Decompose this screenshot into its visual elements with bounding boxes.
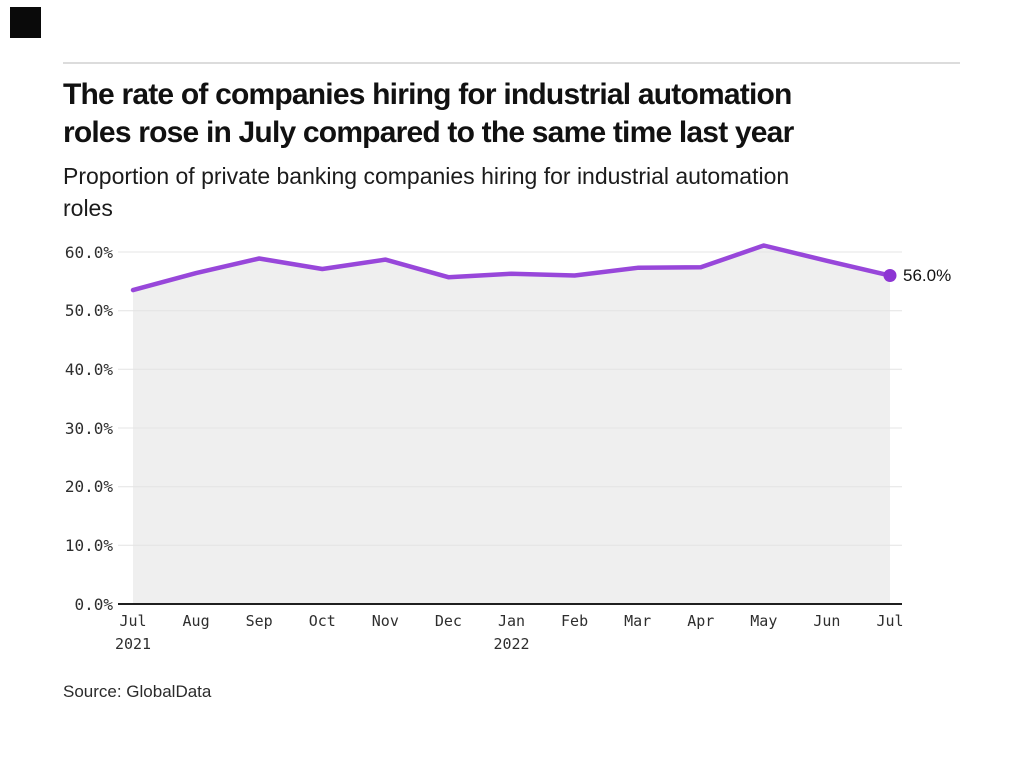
x-tick-label: Jan — [497, 612, 526, 630]
x-tick-label: Dec — [434, 612, 462, 630]
x-axis-line — [118, 603, 902, 605]
x-tick-label: Feb — [561, 612, 589, 630]
trend-line — [130, 243, 893, 293]
x-tick-label: Oct — [308, 612, 336, 630]
brand-logo-square — [10, 7, 41, 38]
last-value-label: 56.0% — [903, 266, 952, 285]
header-divider — [63, 62, 960, 64]
x-tick-label: May — [750, 612, 778, 630]
y-tick-label: 20.0% — [64, 477, 113, 497]
title-line-2: roles rose in July compared to the same … — [63, 116, 794, 149]
x-tick-label: Aug — [182, 612, 210, 630]
subtitle-line-2: roles — [63, 195, 113, 221]
y-tick-label: 50.0% — [64, 301, 113, 321]
area-fill — [133, 245, 890, 604]
end-point-dot — [883, 269, 897, 282]
title-line-1: The rate of companies hiring for industr… — [63, 78, 792, 111]
x-tick-year-label: 2022 — [493, 635, 530, 653]
page-subtitle: Proportion of private banking companies … — [63, 160, 789, 224]
source-note: Source: GlobalData — [63, 682, 212, 701]
x-tick-label: Jun — [813, 612, 841, 630]
x-tick-year-label: 2021 — [114, 635, 152, 653]
x-tick-label: Apr — [687, 612, 715, 630]
x-tick-label: Jul — [876, 612, 904, 630]
subtitle-line-1: Proportion of private banking companies … — [63, 163, 790, 189]
x-tick-label: Sep — [245, 612, 273, 630]
page-title: The rate of companies hiring for industr… — [63, 76, 794, 152]
y-tick-label: 40.0% — [64, 359, 113, 379]
y-tick-label: 10.0% — [64, 535, 113, 555]
x-tick-label: Jul — [119, 612, 147, 630]
plot-area — [118, 243, 902, 604]
y-tick-label: 30.0% — [64, 418, 113, 438]
y-tick-label: 0.0% — [74, 594, 113, 614]
y-tick-label: 60.0% — [64, 242, 113, 262]
x-tick-label: Mar — [624, 612, 652, 630]
x-tick-label: Nov — [371, 612, 399, 630]
